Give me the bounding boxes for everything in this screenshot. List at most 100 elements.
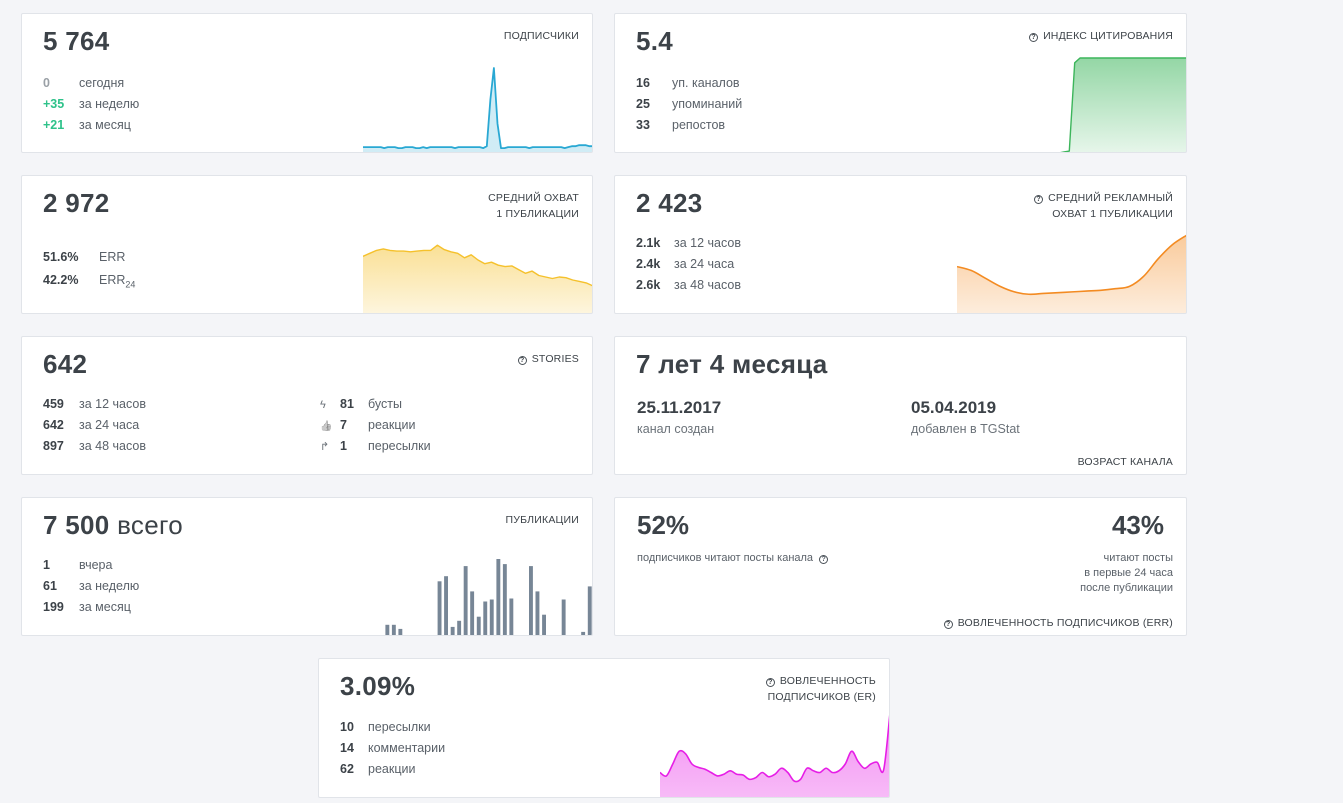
question-circle-icon[interactable]: ?	[1034, 195, 1044, 204]
stat-value: 1	[340, 439, 347, 453]
sparkline-area	[957, 235, 1186, 313]
stat-row: 0 сегодня	[43, 73, 139, 94]
sparkline-area	[363, 245, 592, 313]
ad-reach-value: 2 423	[636, 188, 703, 218]
stat-text: сегодня	[79, 76, 125, 90]
stat-value: 7	[340, 418, 347, 432]
stat-text: за месяц	[79, 118, 131, 132]
posts-bar	[476, 616, 481, 635]
posts-bar	[391, 624, 396, 635]
ad-reach-sparkline[interactable]	[957, 231, 1187, 314]
average-reach-card[interactable]: 2 972 СРЕДНИЙ ОХВАТ 1 ПУБЛИКАЦИИ 51.6% ERR…	[21, 175, 593, 314]
stat-value: 1	[43, 558, 50, 572]
subscribers-sparkline[interactable]	[363, 64, 593, 153]
stat-row: ϟ 81 бусты	[320, 394, 431, 415]
stat-text: за 12 часов	[79, 397, 146, 411]
posts-label: ПУБЛИКАЦИИ	[505, 514, 579, 526]
er-sparkline[interactable]	[660, 709, 890, 798]
er-card[interactable]: 3.09% ? ВОВЛЕЧЕННОСТЬ ПОДПИСЧИКОВ (ER) 10 п…	[318, 658, 890, 798]
reach-label: СРЕДНИЙ ОХВАТ 1 ПУБЛИКАЦИИ	[488, 192, 579, 220]
sparkline-line	[660, 714, 889, 783]
stat-row: 2.4k за 24 часа	[636, 254, 741, 275]
created-label: канал создан	[637, 422, 715, 436]
reach-sparkline[interactable]	[363, 226, 593, 314]
sparkline-area	[363, 68, 592, 152]
ad-reach-label: ? СРЕДНИЙ РЕКЛАМНЫЙ ОХВАТ 1 ПУБЛИКАЦИИ	[1034, 190, 1173, 222]
stat-value: +35	[43, 97, 65, 111]
stat-row: 62 реакции	[340, 759, 445, 780]
ad-reach-card[interactable]: 2 423 ? СРЕДНИЙ РЕКЛАМНЫЙ ОХВАТ 1 ПУБЛИКАЦ…	[614, 175, 1187, 314]
stat-text: уп. каналов	[672, 76, 740, 90]
stat-text: комментарии	[368, 741, 446, 755]
added-block: 05.04.2019 добавлен в TGStat	[911, 398, 1020, 436]
posts-bar	[516, 636, 520, 637]
stat-row: 1 вчера	[43, 555, 139, 576]
posts-bar	[444, 576, 448, 635]
question-circle-icon[interactable]: ?	[1029, 33, 1039, 42]
posts-bar	[561, 599, 566, 635]
stat-value: 897	[43, 439, 64, 453]
stat-row: 897 за 48 часов	[43, 436, 146, 457]
err-label: ? ВОВЛЕЧЕННОСТЬ ПОДПИСЧИКОВ (ERR)	[943, 617, 1173, 629]
stat-value: 42.2%	[43, 273, 79, 287]
stat-value: 62	[340, 762, 354, 776]
created-block: 25.11.2017 канал создан	[637, 398, 721, 436]
stat-text: за 24 часа	[674, 257, 735, 271]
channel-age-card[interactable]: 7 лет 4 месяца 25.11.2017 канал создан 0…	[614, 336, 1187, 475]
subscribers-label: ПОДПИСЧИКИ	[503, 30, 579, 42]
stat-text: пересылки	[368, 720, 431, 734]
stat-row: +35 за неделю	[43, 94, 139, 115]
stat-row: +21 за месяц	[43, 115, 139, 136]
posts-bar	[509, 598, 514, 635]
posts-bar	[463, 566, 468, 635]
posts-stats: 1 вчера 61 за неделю 199 за месяц	[43, 555, 139, 618]
stat-row: 42.2% ERR24	[43, 269, 135, 292]
stat-row: 2.1k за 12 часов	[636, 233, 741, 254]
stat-row: 459 за 12 часов	[43, 394, 146, 415]
lightning-icon: ϟ	[320, 399, 326, 411]
posts-bar-chart[interactable]	[371, 553, 593, 636]
posts-bar	[457, 620, 462, 635]
err-left-note: подписчиков читают посты канала ?	[637, 551, 833, 566]
stat-text: пересылки	[368, 439, 431, 453]
question-circle-icon[interactable]: ?	[517, 356, 527, 365]
subscribers-card[interactable]: 5 764 ПОДПИСЧИКИ 0 сегодня +35 за неделю +…	[21, 13, 593, 153]
stat-text: ERR24	[99, 273, 136, 290]
posts-bar	[542, 614, 546, 635]
stat-text: за месяц	[79, 600, 131, 614]
age-label: ВОЗРАСТ КАНАЛА	[1077, 456, 1173, 468]
stat-value: 459	[43, 397, 64, 411]
stories-label: ? STORIES	[517, 351, 579, 367]
stat-value: 51.6%	[43, 250, 79, 264]
citation-index-card[interactable]: 5.4 ? ИНДЕКС ЦИТИРОВАНИЯ 16 уп. каналов 25…	[614, 13, 1187, 153]
posts-bar	[587, 586, 592, 635]
err-card[interactable]: 52% подписчиков читают посты канала ? 43…	[614, 497, 1187, 636]
citation-sparkline[interactable]	[957, 54, 1187, 153]
stat-text: репостов	[672, 118, 726, 132]
question-circle-icon[interactable]: ?	[943, 620, 953, 629]
stat-row: 👍 7 реакции	[320, 415, 431, 436]
stat-text: за 12 часов	[674, 236, 741, 250]
posts-bar	[437, 581, 442, 635]
reach-stats: 51.6% ERR 42.2% ERR24	[43, 246, 135, 292]
stat-text: за 48 часов	[674, 278, 741, 292]
posts-bar	[450, 626, 455, 635]
stat-value: 2.6k	[636, 278, 661, 292]
sparkline-area	[660, 723, 889, 797]
stat-value: 199	[43, 600, 64, 614]
posts-bar	[405, 636, 409, 637]
stat-value: 25	[636, 97, 650, 111]
posts-bar	[412, 636, 416, 637]
posts-bar	[372, 636, 376, 637]
stories-card[interactable]: 642 ? STORIES 459 за 12 часов 642 за 24 час…	[21, 336, 593, 475]
publications-card[interactable]: 7 500 всего ПУБЛИКАЦИИ 1 вчера 61 за недел…	[21, 497, 593, 636]
stat-value: 2.4k	[636, 257, 661, 271]
posts-bar	[581, 631, 586, 635]
question-circle-icon[interactable]: ?	[819, 555, 829, 564]
question-circle-icon[interactable]: ?	[765, 678, 775, 687]
stat-value: 81	[340, 397, 354, 411]
stat-text: за неделю	[79, 579, 140, 593]
err-right-note: читают посты в первые 24 часа после публ…	[1080, 552, 1173, 594]
stat-text: упоминаний	[672, 97, 743, 111]
stat-text: ERR	[99, 250, 126, 264]
